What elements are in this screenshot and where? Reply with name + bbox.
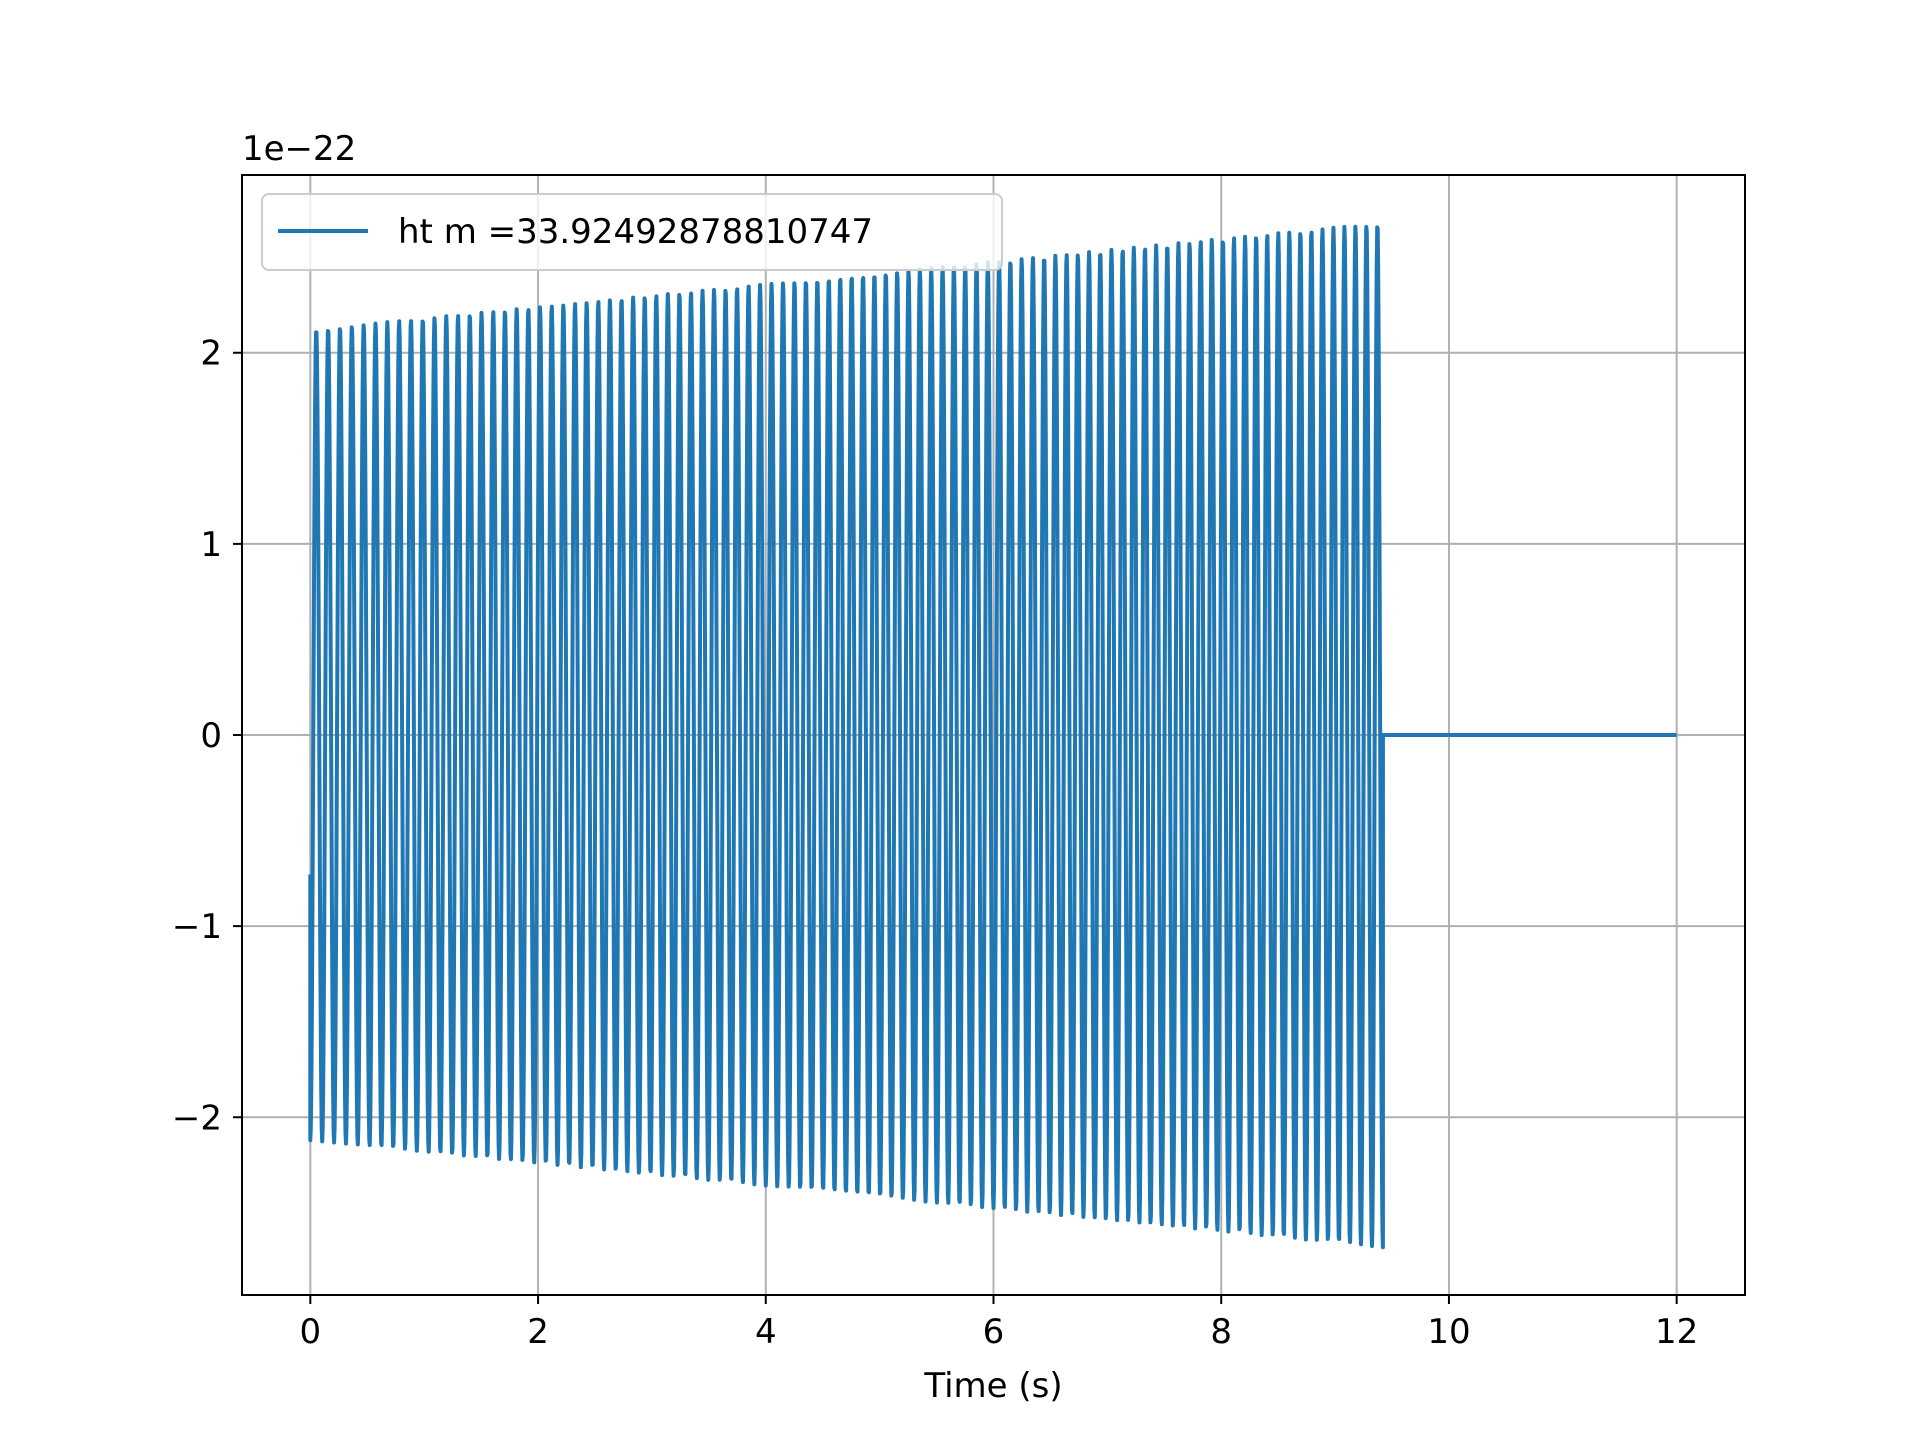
x-tick-label: 2 bbox=[527, 1312, 549, 1352]
y-offset-label: 1e−22 bbox=[242, 129, 356, 169]
x-tick-label: 6 bbox=[983, 1312, 1005, 1352]
legend-box bbox=[261, 193, 1003, 271]
x-axis-label: Time (s) bbox=[923, 1366, 1062, 1406]
legend: ht m =33.92492878810747 bbox=[261, 193, 1003, 271]
x-tick-label: 12 bbox=[1655, 1312, 1698, 1352]
series-line bbox=[308, 224, 1677, 1250]
y-tick-label: −1 bbox=[172, 907, 222, 947]
x-tick-label: 4 bbox=[755, 1312, 777, 1352]
x-tick-label: 0 bbox=[299, 1312, 321, 1352]
series-layer bbox=[308, 224, 1677, 1250]
x-ticks: 0 2 4 6 8 10 12 bbox=[299, 1295, 1698, 1352]
x-tick-label: 8 bbox=[1210, 1312, 1232, 1352]
x-tick-label: 10 bbox=[1427, 1312, 1470, 1352]
y-tick-label: 2 bbox=[200, 334, 222, 374]
legend-label: ht m =33.92492878810747 bbox=[398, 212, 873, 252]
y-ticks: −2 −1 0 1 2 bbox=[172, 334, 242, 1138]
y-tick-label: 1 bbox=[200, 525, 222, 565]
y-tick-label: 0 bbox=[200, 716, 222, 756]
y-tick-label: −2 bbox=[172, 1098, 222, 1138]
